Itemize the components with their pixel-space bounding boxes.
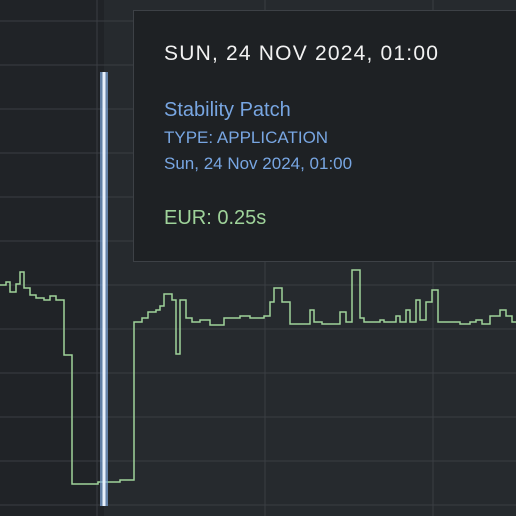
tooltip: SUN, 24 NOV 2024, 01:00 Stability Patch … [133,10,516,262]
event-name: Stability Patch [164,99,291,121]
metric-value: EUR: 0.25s [164,207,266,229]
event-date: Sun, 24 Nov 2024, 01:00 [164,154,352,173]
event-type: TYPE: APPLICATION [164,128,328,147]
tooltip-title: SUN, 24 NOV 2024, 01:00 [164,42,439,65]
tooltip-box [133,10,516,262]
cursor-marker-core [102,72,106,506]
metric-line [0,269,516,485]
